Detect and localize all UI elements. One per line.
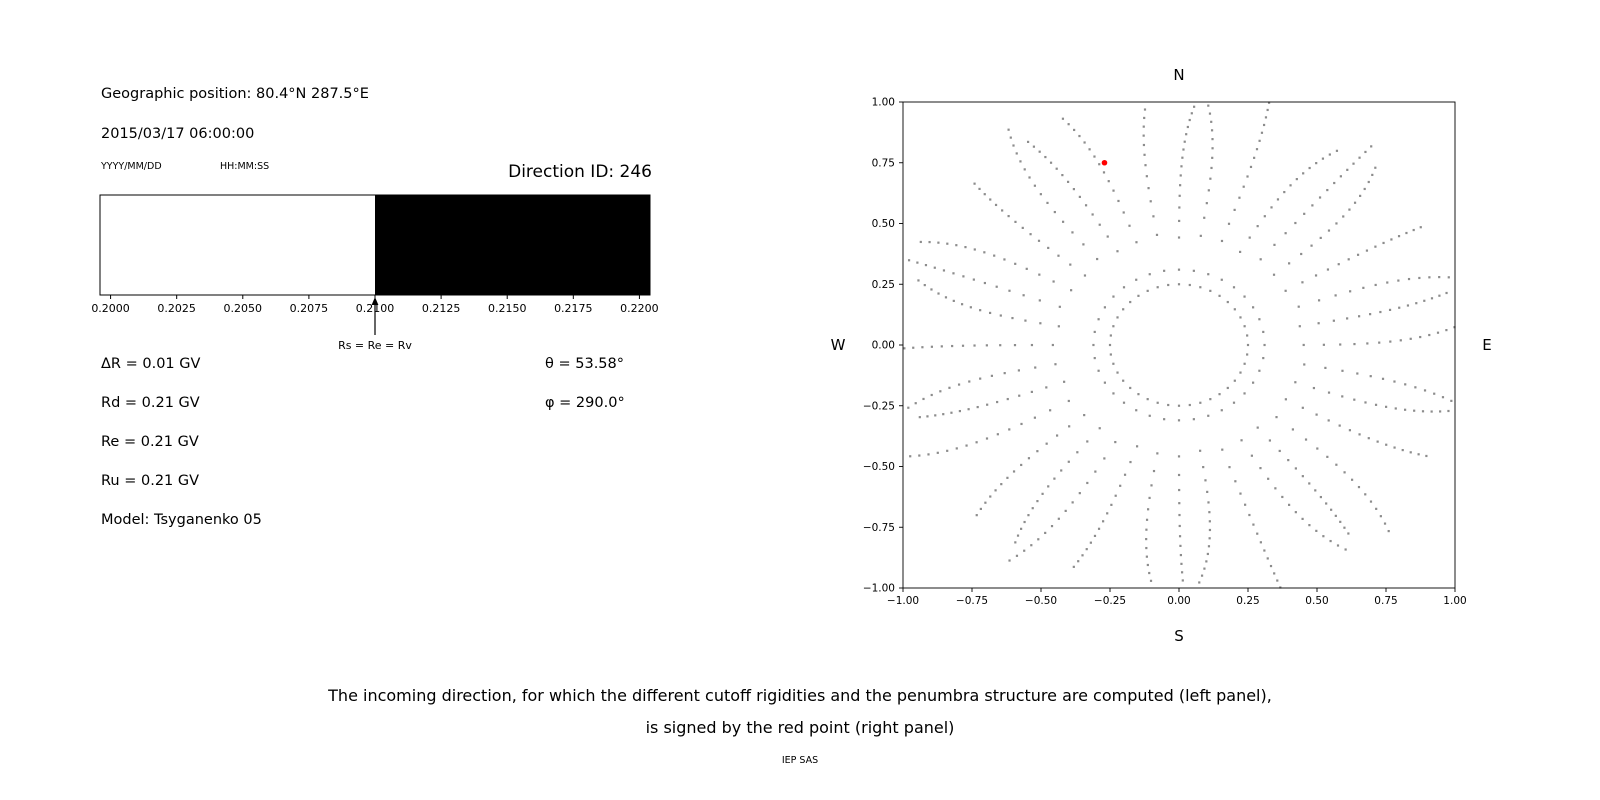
svg-text:−0.50: −0.50 <box>863 461 895 473</box>
svg-text:−0.75: −0.75 <box>956 595 988 607</box>
svg-text:0.75: 0.75 <box>872 157 895 169</box>
compass-labels: N S W E <box>831 66 1492 645</box>
selected-direction-point <box>1101 159 1108 166</box>
svg-text:0.2075: 0.2075 <box>290 302 329 315</box>
scatter-x-axis: −1.00 −0.75 −0.50 −0.25 0.00 0.25 0.50 0.75 1.00 <box>887 588 1467 607</box>
svg-text:0.2025: 0.2025 <box>157 302 196 315</box>
penumbra-segments <box>100 195 650 295</box>
svg-text:0.25: 0.25 <box>1236 595 1259 607</box>
svg-text:0.2200: 0.2200 <box>620 302 659 315</box>
re-label: Re = 0.21 GV <box>101 434 199 450</box>
date-format-label: YYYY/MM/DD <box>101 161 162 172</box>
direction-grid-points <box>903 101 1456 589</box>
arrow-up-icon <box>371 297 379 305</box>
svg-text:0.2000: 0.2000 <box>91 302 130 315</box>
direction-id-label: Direction ID: 246 <box>508 162 652 182</box>
rd-label: Rd = 0.21 GV <box>101 395 200 411</box>
phi-label: φ = 290.0° <box>545 395 625 411</box>
svg-text:−0.50: −0.50 <box>1025 595 1057 607</box>
time-format-label: HH:MM:SS <box>220 161 270 172</box>
compass-north-label: N <box>1173 66 1184 84</box>
svg-text:−1.00: −1.00 <box>863 583 895 595</box>
penumbra-x-axis: 0.2000 0.2025 0.2050 0.2075 0.2100 0.2125 0.21… <box>91 295 659 315</box>
credit-label: IEP SAS <box>781 755 819 766</box>
svg-text:−0.75: −0.75 <box>863 522 895 534</box>
svg-text:0.00: 0.00 <box>872 340 895 352</box>
theta-label: θ = 53.58° <box>545 356 624 372</box>
compass-south-label: S <box>1174 627 1184 645</box>
compass-east-label: E <box>1482 336 1491 354</box>
svg-text:0.00: 0.00 <box>1167 595 1190 607</box>
penumbra-arrow-annotation: Rs = Re = Rv <box>338 297 412 352</box>
svg-text:−1.00: −1.00 <box>887 595 919 607</box>
compass-west-label: W <box>831 336 846 354</box>
model-label: Model: Tsyganenko 05 <box>101 512 262 528</box>
geographic-position-label: Geographic position: 80.4°N 287.5°E <box>101 86 369 102</box>
svg-text:0.75: 0.75 <box>1374 595 1397 607</box>
svg-text:0.25: 0.25 <box>872 279 895 291</box>
svg-text:0.2150: 0.2150 <box>488 302 527 315</box>
svg-text:1.00: 1.00 <box>1443 595 1466 607</box>
caption-line-1: The incoming direction, for which the di… <box>328 686 1272 705</box>
penumbra-arrow-label: Rs = Re = Rv <box>338 339 412 352</box>
svg-text:0.50: 0.50 <box>1305 595 1328 607</box>
svg-text:−0.25: −0.25 <box>863 400 895 412</box>
direction-scatter-chart: −1.00 −0.75 −0.50 −0.25 0.00 0.25 0.50 0.75 1.00… <box>831 66 1492 645</box>
penumbra-chart: 0.2000 0.2025 0.2050 0.2075 0.2100 0.2125 0.21… <box>91 194 659 352</box>
caption-line-2: is signed by the red point (right panel) <box>645 718 955 737</box>
delta-r-label: ΔR = 0.01 GV <box>101 356 201 372</box>
svg-text:0.2125: 0.2125 <box>422 302 461 315</box>
scatter-y-axis: −1.00 −0.75 −0.50 −0.25 0.00 0.25 0.50 0.75 1.00 <box>863 97 903 595</box>
svg-text:0.50: 0.50 <box>872 218 895 230</box>
svg-text:0.2175: 0.2175 <box>554 302 593 315</box>
ru-label: Ru = 0.21 GV <box>101 473 200 489</box>
svg-text:−0.25: −0.25 <box>1094 595 1126 607</box>
datetime-label: 2015/03/17 06:00:00 <box>101 126 255 142</box>
svg-text:0.2050: 0.2050 <box>224 302 262 315</box>
svg-text:1.00: 1.00 <box>872 97 895 109</box>
